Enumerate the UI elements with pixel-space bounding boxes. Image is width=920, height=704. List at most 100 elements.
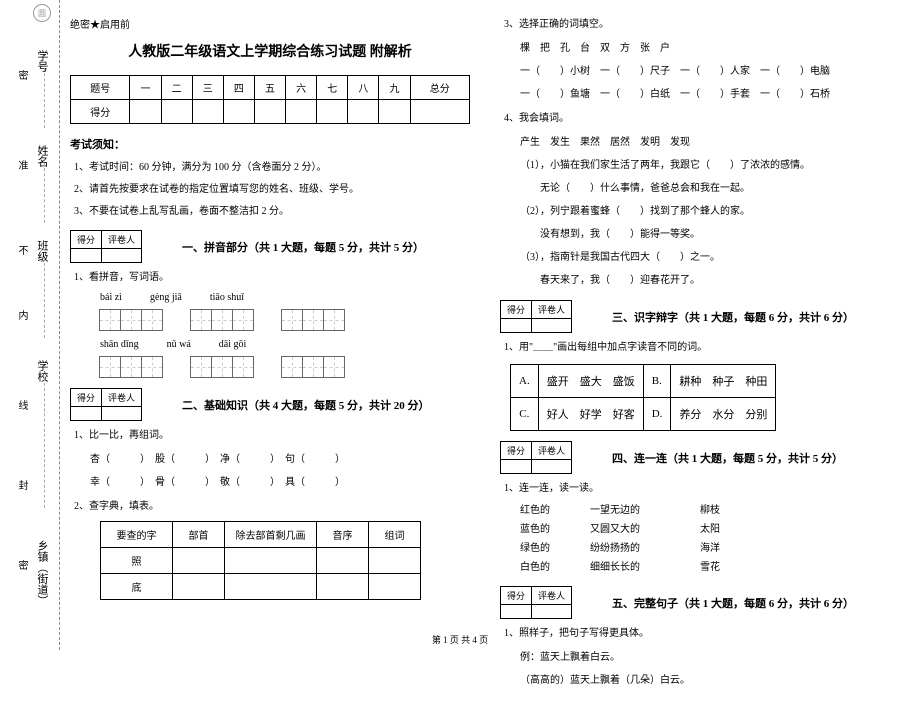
pair-row: 幸（ ） 骨（ ） 敬（ ） 具（ ）: [90, 473, 470, 492]
opt-label: D.: [643, 398, 671, 431]
scorer-c1: 得分: [71, 231, 102, 249]
q3-line: 一（ ）小树 一（ ）尺子 一（ ）人家 一（ ）电脑: [520, 62, 900, 81]
cell[interactable]: [501, 460, 532, 474]
cell[interactable]: [532, 319, 572, 333]
c2: 又圆又大的: [590, 522, 700, 538]
table-row: A. 盛开 盛大 盛饭 B. 耕种 种子 种田: [511, 365, 776, 398]
th: 要查的字: [101, 522, 173, 548]
char-grid[interactable]: [191, 309, 254, 331]
cell[interactable]: [369, 574, 421, 600]
c3: 太阳: [700, 522, 720, 538]
q4-line: 无论（ ）什么事情，爸爸总会和我在一起。: [520, 179, 900, 198]
cell[interactable]: [225, 548, 317, 574]
scorer-table: 得分评卷人: [500, 441, 572, 474]
score-header-row: 题号 一 二 三 四 五 六 七 八 九 总分: [71, 76, 470, 100]
cell[interactable]: [501, 319, 532, 333]
scorer-c2: 评卷人: [532, 587, 572, 605]
th: 七: [317, 76, 348, 100]
notice-item: 3、不要在试卷上乱写乱画，卷面不整洁扣 2 分。: [74, 204, 470, 220]
gutter-mark: 不: [14, 245, 29, 255]
pinyin: bái zì: [100, 292, 122, 303]
lookup-row: 照: [101, 548, 421, 574]
row-label: 得分: [71, 100, 130, 124]
char: 底: [101, 574, 173, 600]
cell[interactable]: [173, 548, 225, 574]
q2-2: 2、查字典，填表。: [74, 498, 470, 515]
lookup-header: 要查的字 部首 除去部首剩几画 音序 组词: [101, 522, 421, 548]
th: 部首: [173, 522, 225, 548]
c1: 蓝色的: [520, 522, 590, 538]
cell[interactable]: [223, 100, 254, 124]
pinyin-row: shān dǐng nǔ wá dāi gōi: [100, 339, 470, 350]
gutter-label-school: 学校: [34, 360, 50, 382]
cell[interactable]: [501, 605, 532, 619]
example: （高高的）蓝天上飘着（几朵）白云。: [520, 671, 900, 690]
q2-3: 3、选择正确的词填空。: [504, 16, 900, 33]
cell[interactable]: [254, 100, 285, 124]
q2-1: 1、比一比，再组词。: [74, 427, 470, 444]
measure-words: 棵 把 孔 台 双 方 张 户: [520, 39, 900, 58]
cell[interactable]: [71, 407, 102, 421]
cell[interactable]: [173, 574, 225, 600]
th: 六: [286, 76, 317, 100]
cell[interactable]: [130, 100, 161, 124]
char-grid[interactable]: [191, 356, 254, 378]
lookup-table: 要查的字 部首 除去部首剩几画 音序 组词 照 底: [100, 521, 421, 600]
gutter-mark: 准: [14, 160, 29, 170]
q2-4: 4、我会填词。: [504, 110, 900, 127]
q3-line: 一（ ）鱼塘 一（ ）白纸 一（ ）手套 一（ ）石桥: [520, 85, 900, 104]
gutter-label-id: 学号: [34, 50, 50, 72]
cell[interactable]: [369, 548, 421, 574]
cell[interactable]: [286, 100, 317, 124]
grid-row: [100, 309, 470, 331]
pinyin: shān dǐng: [100, 339, 139, 350]
c3: 海洋: [700, 541, 720, 557]
notice-item: 1、考试时间：60 分钟，满分为 100 分（含卷面分 2 分）。: [74, 160, 470, 176]
notice-heading: 考试须知：: [70, 136, 470, 152]
cell[interactable]: [225, 574, 317, 600]
cell[interactable]: [532, 460, 572, 474]
cell[interactable]: [410, 100, 469, 124]
score-value-row: 得分: [71, 100, 470, 124]
cell[interactable]: [102, 249, 142, 263]
scorer-c2: 评卷人: [532, 301, 572, 319]
cell[interactable]: [348, 100, 379, 124]
th: 题号: [71, 76, 130, 100]
cell[interactable]: [161, 100, 192, 124]
cell[interactable]: [192, 100, 223, 124]
cell[interactable]: [317, 574, 369, 600]
scorer-block: 得分评卷人 四、连一连（共 1 大题，每题 5 分，共计 5 分）: [500, 441, 900, 474]
right-column: 3、选择正确的词填空。 棵 把 孔 台 双 方 张 户 一（ ）小树 一（ ）尺…: [500, 10, 900, 694]
binding-gutter: 圆 学号 姓名 班级 学校 乡镇（街道） 密 准 不 内 线 封 密: [0, 0, 60, 650]
c2: 纷纷扬扬的: [590, 541, 700, 557]
opt-words: 耕种 种子 种田: [671, 365, 776, 398]
th: 音序: [317, 522, 369, 548]
cell[interactable]: [532, 605, 572, 619]
scorer-c2: 评卷人: [102, 231, 142, 249]
opt-label: C.: [511, 398, 539, 431]
answer-table: A. 盛开 盛大 盛饭 B. 耕种 种子 种田 C. 好人 好学 好客 D. 养…: [510, 364, 776, 431]
cell[interactable]: [317, 100, 348, 124]
th: 五: [254, 76, 285, 100]
gutter-line: [44, 68, 45, 128]
scorer-block: 得分评卷人 五、完整句子（共 1 大题，每题 6 分，共计 6 分）: [500, 586, 900, 619]
char-grid[interactable]: [282, 356, 345, 378]
cell[interactable]: [317, 548, 369, 574]
q1-1: 1、看拼音，写词语。: [74, 269, 470, 286]
th: 总分: [410, 76, 469, 100]
scorer-c2: 评卷人: [532, 442, 572, 460]
char-grid[interactable]: [100, 356, 163, 378]
char-grid[interactable]: [282, 309, 345, 331]
char-grid[interactable]: [100, 309, 163, 331]
cell[interactable]: [71, 249, 102, 263]
pair-row: 杏（ ） 股（ ） 净（ ） 句（ ）: [90, 450, 470, 469]
th: 除去部首剩几画: [225, 522, 317, 548]
seal-mark: 圆: [33, 4, 51, 22]
th: 三: [192, 76, 223, 100]
char: 照: [101, 548, 173, 574]
cell[interactable]: [379, 100, 410, 124]
q4-words: 产生 发生 果然 居然 发明 发现: [520, 133, 900, 152]
cell[interactable]: [102, 407, 142, 421]
exam-title: 人教版二年级语文上学期综合练习试题 附解析: [70, 41, 470, 61]
q3-1: 1、用"＿＿"画出每组中加点字读音不同的词。: [504, 339, 900, 356]
